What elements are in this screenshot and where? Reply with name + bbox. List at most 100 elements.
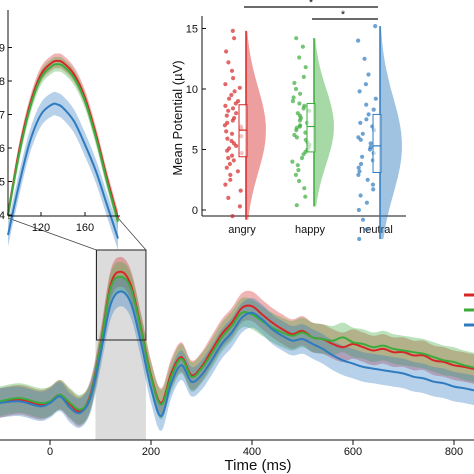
rain-point-neutral (367, 147, 372, 152)
rain-point-angry (237, 85, 242, 90)
main-x-tick-label: 0 (47, 446, 53, 458)
rain-point-neutral (357, 236, 362, 242)
rain-violin-angry (246, 30, 266, 220)
rain-point-happy (294, 128, 299, 133)
rain-point-angry (230, 28, 235, 33)
main-erp-plot: 0 200 400 600 800 Time (ms) (0, 249, 474, 474)
rain-point-happy (296, 168, 301, 173)
inset-band-angry (8, 53, 118, 226)
analysis-window-shade (95, 250, 146, 440)
rain-point-neutral (360, 217, 366, 222)
main-x-tick-label: 800 (445, 446, 463, 458)
inset-y-tick-label: 4 (0, 210, 5, 222)
rain-violin-happy (314, 38, 334, 207)
rain-point-angry (224, 129, 229, 134)
significance-star-happy-neutral: * (341, 9, 346, 21)
inset-x-tick-label: 120 (32, 222, 50, 234)
rain-point-happy (291, 95, 296, 100)
inset-y-tick-label: 5 (0, 177, 5, 189)
rain-category-label: happy (295, 224, 325, 236)
rain-point-happy (293, 172, 298, 177)
legend-color-stubs (464, 293, 474, 327)
rain-category-label: neutral (359, 224, 393, 236)
inset-y-tick-label: 6 (0, 143, 5, 155)
inset-band-neutral (8, 91, 118, 251)
rain-point-neutral (358, 193, 363, 198)
rain-point-angry (223, 82, 228, 87)
rain-point-happy (290, 159, 295, 164)
rain-y-tick-label: 15 (186, 24, 198, 36)
main-band-neutral (0, 276, 474, 431)
main-x-tick-label: 200 (142, 446, 160, 458)
rain-point-angry (222, 123, 227, 128)
rain-point-angry (228, 172, 233, 177)
significance-star-angry-neutral: * (309, 0, 314, 9)
rain-point-happy (298, 91, 303, 96)
rain-point-angry (238, 188, 243, 193)
rain-point-happy (294, 135, 299, 140)
rain-point-happy (294, 203, 299, 208)
rain-point-angry (234, 143, 239, 148)
rain-point-angry (235, 169, 240, 174)
rain-point-neutral (371, 107, 376, 112)
rain-point-neutral (363, 82, 368, 87)
main-x-ticks: 0 200 400 600 800 (47, 440, 463, 458)
rain-point-neutral (356, 38, 361, 43)
rain-point-neutral (356, 165, 361, 170)
main-erp-series (0, 257, 474, 431)
rain-point-neutral (358, 137, 363, 142)
rain-point-angry (224, 165, 229, 170)
rain-point-angry (228, 177, 233, 182)
main-line-neutral (0, 290, 474, 418)
rain-point-neutral (370, 182, 376, 187)
rain-point-neutral (366, 72, 371, 77)
rain-point-happy (295, 163, 300, 168)
rain-point-happy (301, 74, 306, 79)
zoom-connector-left (7, 217, 97, 251)
rain-point-happy (294, 36, 299, 41)
rain-point-angry (237, 204, 242, 209)
rain-point-happy (297, 178, 302, 184)
rain-point-angry (225, 148, 230, 153)
raincloud-y-axis-label: Mean Potential (µV) (170, 60, 185, 175)
rain-point-angry (227, 96, 232, 101)
rain-point-angry (231, 76, 236, 81)
rain-point-neutral (357, 89, 362, 94)
zoom-region-box (95, 249, 147, 341)
rain-point-angry (230, 214, 235, 219)
rain-point-happy (303, 65, 308, 70)
rain-y-tick-label: 0 (192, 205, 198, 217)
raincloud-axes: 0 5 10 15 (186, 16, 406, 217)
rain-point-happy (297, 118, 302, 123)
rain-point-neutral (365, 177, 370, 182)
raincloud-content: angry happy neutral * * (222, 0, 402, 242)
rain-point-happy (297, 55, 302, 60)
inset-y-tick-label: 8 (0, 76, 5, 88)
rain-point-angry (229, 68, 235, 73)
rain-point-angry (230, 106, 236, 111)
main-x-axis-label: Time (ms) (225, 457, 292, 474)
rain-point-happy (301, 152, 306, 157)
inset-y-tick-label: 9 (0, 43, 5, 55)
rain-point-neutral (358, 161, 364, 167)
rain-point-angry (232, 36, 237, 41)
zoom-connector-right (117, 217, 147, 251)
rain-point-happy (300, 44, 305, 49)
rain-point-happy (290, 99, 295, 104)
rain-point-neutral (364, 200, 369, 205)
rain-point-angry (229, 131, 235, 136)
rain-y-tick-label: 10 (186, 84, 198, 96)
rain-point-angry (223, 103, 228, 108)
rain-point-angry (231, 158, 236, 163)
rain-point-happy (301, 106, 306, 111)
rain-point-angry (227, 161, 232, 167)
rain-point-angry (226, 155, 231, 161)
main-band-angry (0, 257, 474, 427)
rain-box-angry (238, 104, 248, 158)
rain-point-neutral (356, 207, 361, 213)
rain-point-angry (224, 49, 229, 54)
rain-point-neutral (371, 187, 376, 192)
rain-point-neutral (360, 131, 365, 136)
rain-point-happy (303, 130, 308, 135)
